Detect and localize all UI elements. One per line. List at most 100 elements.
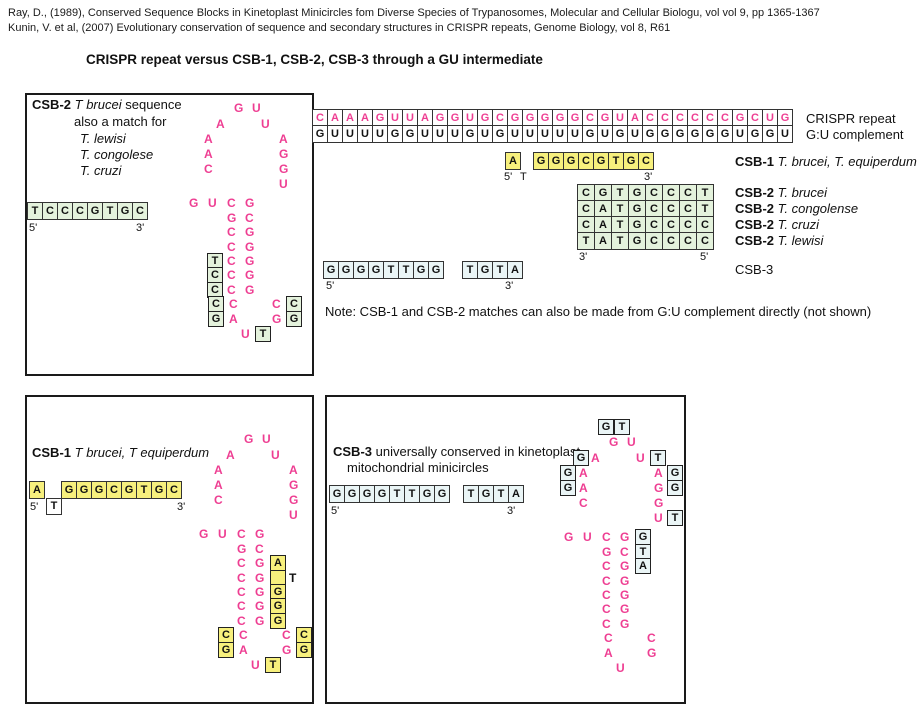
- structure-residue: G: [282, 643, 292, 657]
- seq-cell: G: [61, 481, 77, 499]
- structure-residue: C: [237, 585, 246, 599]
- structure-boxed-residue: G: [573, 450, 589, 466]
- structure-residue: C: [602, 574, 611, 588]
- seq-cell: T: [389, 485, 405, 503]
- csb2-species-1: T. lewisi: [80, 131, 126, 146]
- seq-cell: G: [747, 125, 763, 143]
- seq-cell: A: [505, 152, 521, 170]
- structure-residue: G: [255, 585, 265, 599]
- seq-cell: U: [777, 125, 793, 143]
- seq-cell: U: [447, 125, 463, 143]
- structure-residue: C: [239, 628, 248, 642]
- structure-residue: G: [237, 542, 247, 556]
- three-prime-label: 3': [579, 251, 588, 263]
- csb2-box-title-italic: T brucei: [74, 97, 122, 112]
- seq-cell: G: [623, 152, 639, 170]
- structure-boxed-residue: T: [614, 419, 630, 435]
- seq-cell: U: [567, 125, 583, 143]
- species-name: T. cruzi: [80, 163, 122, 178]
- structure-boxed-residue: T: [255, 326, 271, 342]
- structure-residue: G: [609, 435, 619, 449]
- note-text: Note: CSB-1 and CSB-2 matches can also b…: [325, 304, 872, 319]
- csb2-label-lewisi: CSB-2 T. lewisi: [735, 233, 823, 248]
- csb3-box-title-line2: mitochondrial minicircles: [347, 460, 489, 475]
- structure-residue: U: [262, 432, 271, 446]
- seq-cell: T: [383, 261, 399, 279]
- seq-cell: C: [42, 202, 58, 220]
- csb2-label-congolense: CSB-2 T. congolense: [735, 201, 858, 216]
- structure-residue: C: [604, 631, 613, 645]
- csb2-label-bold: CSB-2: [735, 233, 775, 248]
- structure-residue: A: [216, 117, 225, 131]
- seq-cell: G: [548, 152, 564, 170]
- csb1-prefix-cell: A: [505, 152, 521, 170]
- csb2-label-bold: CSB-2: [735, 185, 775, 200]
- seq-cell: T: [492, 261, 508, 279]
- five-prime-label: 5': [326, 280, 335, 292]
- csb2-box-title-rest: sequence: [125, 97, 182, 112]
- csb2-species-2: T. congolese: [80, 147, 153, 162]
- structure-boxed-residue: G: [286, 311, 302, 327]
- csb3-box-title-bold: CSB-3: [333, 444, 373, 459]
- csb2-box-subtitle: also a match for: [74, 114, 167, 129]
- structure-residue: G: [620, 602, 630, 616]
- seq-cell: G: [687, 125, 703, 143]
- structure-residue: U: [654, 511, 663, 525]
- structure-residue: C: [579, 496, 588, 510]
- structure-residue: G: [189, 196, 199, 210]
- csb2-label-brucei: CSB-2 T. brucei: [735, 185, 827, 200]
- csb2-label-species: T. cruzi: [777, 217, 820, 232]
- structure-residue: C: [237, 571, 246, 585]
- structure-residue: C: [229, 297, 238, 311]
- structure-residue: C: [227, 283, 236, 297]
- seq-cell: U: [327, 125, 343, 143]
- seq-cell: G: [492, 125, 508, 143]
- structure-residue: G: [199, 527, 209, 541]
- seq-cell: T: [462, 261, 478, 279]
- structure-residue: U: [636, 451, 645, 465]
- three-prime-label: 3': [644, 171, 653, 183]
- seq-cell: T: [463, 485, 479, 503]
- species-name: T. congolese: [80, 147, 154, 162]
- gu-complement-label: G:U complement: [806, 127, 904, 142]
- structure-residue: G: [245, 268, 255, 282]
- structure-boxed-residue: G: [208, 311, 224, 327]
- csb2-label-bold: CSB-2: [735, 217, 775, 232]
- seq-cell: G: [312, 125, 328, 143]
- seq-cell: G: [434, 485, 450, 503]
- seq-cell: G: [387, 125, 403, 143]
- structure-residue: U: [279, 177, 288, 191]
- structure-residue: U: [583, 530, 592, 544]
- structure-residue: G: [255, 571, 265, 585]
- seq-cell: T: [611, 232, 629, 250]
- structure-boxed-residue: G: [218, 642, 234, 658]
- seq-cell: U: [342, 125, 358, 143]
- structure-residue: C: [602, 588, 611, 602]
- structure-residue: A: [214, 463, 223, 477]
- structure-residue: A: [239, 643, 248, 657]
- seq-cell: G: [419, 485, 435, 503]
- csb1-box-title-italic: T brucei, T equiperdum: [74, 445, 210, 460]
- three-prime-label: 3': [505, 280, 514, 292]
- species-name: T. lewisi: [80, 131, 126, 146]
- five-prime-label: 5': [331, 505, 340, 517]
- seq-cell: G: [368, 261, 384, 279]
- seq-cell: A: [508, 485, 524, 503]
- five-prime-label: 5': [29, 222, 38, 234]
- csb2-species-3: T. cruzi: [80, 163, 121, 178]
- seq-cell: C: [132, 202, 148, 220]
- seq-cell: T: [404, 485, 420, 503]
- structure-residue: G: [255, 614, 265, 628]
- structure-boxed-residue: C: [208, 296, 224, 312]
- seq-cell: U: [477, 125, 493, 143]
- structure-residue: C: [204, 162, 213, 176]
- structure-boxed-residue: G: [667, 465, 683, 481]
- seq-cell: G: [702, 125, 718, 143]
- structure-residue: G: [289, 493, 299, 507]
